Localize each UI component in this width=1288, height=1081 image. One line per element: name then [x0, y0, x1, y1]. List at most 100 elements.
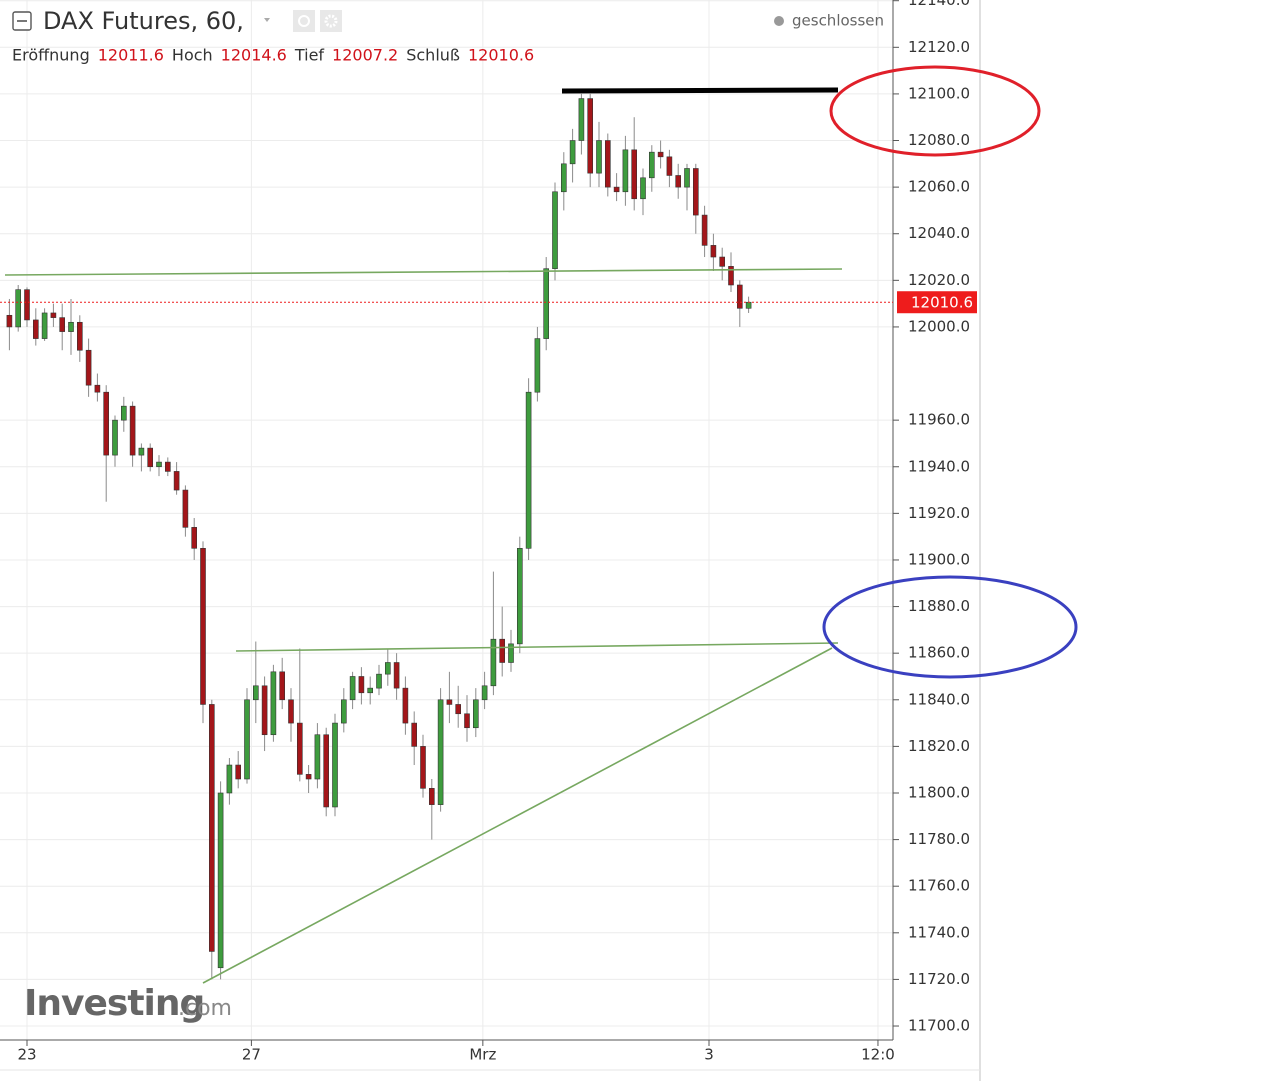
y-tick-label: 11780.0: [908, 830, 970, 848]
candle-body: [472, 699, 479, 729]
candle-body: [121, 405, 127, 421]
ohlc-value: 12014.6: [221, 46, 287, 65]
candle-body: [288, 699, 294, 724]
candle-body: [719, 256, 726, 267]
y-tick-label: 11820.0: [908, 737, 970, 755]
candle-body: [68, 321, 74, 332]
candle-body: [622, 149, 629, 193]
ohlc-value: 12010.6: [468, 46, 534, 65]
candle-body: [349, 676, 356, 701]
y-tick-label: 11940.0: [908, 457, 970, 475]
candle-body: [50, 312, 57, 318]
candle-body: [578, 98, 585, 141]
y-tick-label: 12060.0: [908, 178, 970, 196]
candle-body: [481, 685, 488, 701]
y-tick-label: 11800.0: [908, 783, 970, 801]
candle-body: [692, 168, 699, 216]
candle-body: [587, 98, 594, 174]
candle-body: [253, 685, 259, 701]
candle-body: [85, 349, 92, 386]
candle-body: [543, 268, 550, 339]
trend-line: [4, 268, 843, 276]
y-tick-label: 12120.0: [908, 38, 970, 56]
candle-body: [455, 704, 462, 715]
candle-body: [32, 319, 39, 339]
candle-body: [244, 699, 250, 780]
eye-icon[interactable]: [293, 10, 315, 32]
y-tick-label: 11740.0: [908, 923, 970, 941]
candle-body: [296, 722, 303, 775]
drawings: [4, 65, 1078, 984]
status: geschlossen: [792, 12, 884, 30]
candle-body: [552, 191, 558, 269]
candle-body: [261, 685, 268, 736]
y-tick-label: 11880.0: [908, 597, 970, 615]
candle-body: [446, 699, 453, 705]
candle-body: [112, 419, 118, 456]
candle-body: [420, 746, 426, 789]
candle-body: [376, 673, 382, 689]
candle-body: [534, 338, 541, 393]
candles: [6, 93, 752, 980]
settings-icon-shape: [324, 14, 338, 28]
settings-icon[interactable]: [320, 10, 342, 32]
ohlc-label: Schluß: [406, 46, 460, 65]
candle-body: [209, 704, 215, 952]
y-tick-label: 11860.0: [908, 644, 970, 662]
candle-body: [508, 643, 514, 663]
candle-body: [217, 792, 224, 969]
watermark-suffix: .com: [178, 996, 232, 1021]
candle-body: [745, 301, 752, 309]
candle-body: [235, 764, 241, 780]
candle-body: [640, 177, 646, 200]
candle-body: [560, 163, 567, 193]
candle-body: [648, 151, 655, 179]
candle-body: [684, 168, 690, 188]
candle-body: [393, 662, 400, 689]
x-tick-label: 12:0: [861, 1046, 895, 1064]
candle-body: [129, 405, 136, 456]
y-tick-label: 12100.0: [908, 84, 970, 102]
y-tick-label: 12140.0: [908, 0, 970, 9]
y-tick-label: 12040.0: [908, 224, 970, 242]
candle-body: [103, 391, 109, 456]
candle-body: [173, 471, 180, 491]
candle-body: [165, 461, 171, 472]
y-tick-label: 11900.0: [908, 550, 970, 568]
watermark: Investing: [24, 983, 204, 1024]
x-tick-label: Mrz: [469, 1046, 496, 1064]
ohlc-label: Tief: [294, 46, 325, 65]
candle-body: [332, 722, 338, 808]
highlight-ellipse: [829, 65, 1041, 157]
candle-body: [279, 671, 286, 701]
candle-body: [305, 774, 312, 780]
chart-title: DAX Futures, 60,: [43, 7, 244, 35]
candle-body: [226, 764, 233, 794]
candle-body: [270, 671, 277, 736]
y-tick-label: 12080.0: [908, 131, 970, 149]
status-dot: [774, 16, 784, 26]
candle-body: [358, 676, 365, 694]
candle-body: [675, 175, 682, 188]
candle-body: [15, 289, 21, 328]
dropdown-icon[interactable]: [264, 18, 270, 22]
ohlc-value: 12011.6: [98, 46, 164, 65]
ohlc-summary: Eröffnung 12011.6 Hoch 12014.6 Tief 12007.2 Sc…: [12, 46, 534, 65]
candle-body: [59, 317, 66, 332]
candle-body: [200, 548, 206, 705]
candle-body: [367, 687, 374, 694]
candle-body: [156, 461, 162, 468]
candle-body: [666, 156, 673, 176]
candle-body: [138, 447, 145, 456]
candle-body: [314, 734, 321, 780]
last-price-box: [897, 291, 977, 314]
last-price-label: 12010.6: [911, 294, 973, 312]
candle-body: [191, 527, 197, 549]
y-tick-label: 11920.0: [908, 504, 970, 522]
candle-body: [340, 699, 347, 724]
candle-body: [402, 687, 409, 724]
candle-body: [323, 734, 330, 808]
eye-icon-shape: [298, 15, 310, 27]
candle-body: [736, 284, 743, 309]
candle-body: [428, 788, 435, 805]
